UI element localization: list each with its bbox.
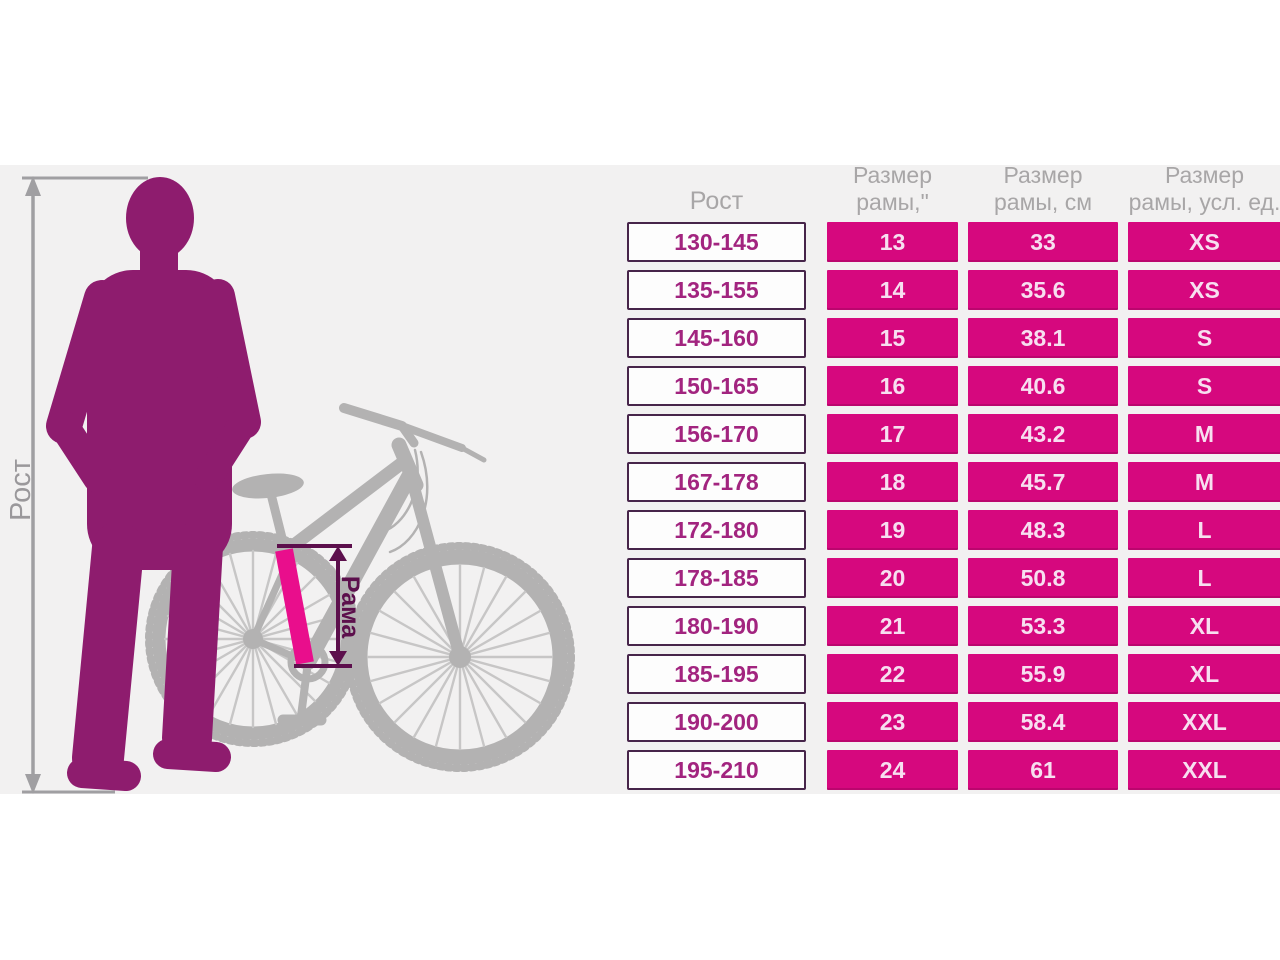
frame-size-units-cell: XS (1128, 222, 1280, 262)
table-header: Рост Размер рамы," Размер рамы, см Разме… (627, 160, 1280, 216)
header-frame-inches: Размер рамы," (852, 162, 933, 215)
frame-size-inches-cell: 15 (827, 318, 958, 358)
frame-size-inches-cell: 16 (827, 366, 958, 406)
frame-size-units-cell: L (1128, 558, 1280, 598)
header-frame-cm: Размер рамы, см (993, 162, 1093, 215)
frame-size-cm-cell: 35.6 (968, 270, 1118, 310)
height-label: Рост (5, 459, 37, 521)
header-height: Рост (627, 188, 806, 216)
frame-measure-arrow (277, 544, 352, 668)
frame-size-units-cell: XS (1128, 270, 1280, 310)
table-row: 185-195 22 55.9 XL (627, 654, 1280, 694)
height-arrow (22, 176, 148, 794)
frame-size-cm-cell: 61 (968, 750, 1118, 790)
frame-size-inches-cell: 23 (827, 702, 958, 742)
height-range-cell: 150-165 (627, 366, 806, 406)
frame-size-units-cell: XL (1128, 654, 1280, 694)
frame-size-inches-cell: 20 (827, 558, 958, 598)
height-range-cell: 185-195 (627, 654, 806, 694)
frame-size-inches-cell: 24 (827, 750, 958, 790)
saddle (232, 473, 304, 555)
frame-size-cm-cell: 45.7 (968, 462, 1118, 502)
frame-size-inches-cell: 19 (827, 510, 958, 550)
frame-size-units-cell: M (1128, 414, 1280, 454)
person-silhouette (46, 177, 261, 791)
frame-size-inches-cell: 14 (827, 270, 958, 310)
size-diagram: Рама Рост (5, 176, 575, 794)
table-row: 167-178 18 45.7 M (627, 462, 1280, 502)
height-range-cell: 190-200 (627, 702, 806, 742)
frame-size-cm-cell: 50.8 (968, 558, 1118, 598)
frame-size-cm-cell: 58.4 (968, 702, 1118, 742)
frame-label: Рама (336, 576, 364, 639)
frame-size-cm-cell: 55.9 (968, 654, 1118, 694)
table-row: 180-190 21 53.3 XL (627, 606, 1280, 646)
table-row: 135-155 14 35.6 XS (627, 270, 1280, 310)
height-range-cell: 156-170 (627, 414, 806, 454)
height-range-cell: 180-190 (627, 606, 806, 646)
frame-size-cm-cell: 33 (968, 222, 1118, 262)
height-range-cell: 167-178 (627, 462, 806, 502)
frame-size-inches-cell: 13 (827, 222, 958, 262)
table-row: 156-170 17 43.2 M (627, 414, 1280, 454)
height-range-cell: 178-185 (627, 558, 806, 598)
frame-size-cm-cell: 40.6 (968, 366, 1118, 406)
table-row: 195-210 24 61 XXL (627, 750, 1280, 790)
height-range-cell: 195-210 (627, 750, 806, 790)
frame-size-inches-cell: 18 (827, 462, 958, 502)
frame-size-cm-cell: 48.3 (968, 510, 1118, 550)
table-row: 145-160 15 38.1 S (627, 318, 1280, 358)
frame-size-inches-cell: 22 (827, 654, 958, 694)
frame-size-cm-cell: 53.3 (968, 606, 1118, 646)
height-range-cell: 172-180 (627, 510, 806, 550)
frame-size-cm-cell: 43.2 (968, 414, 1118, 454)
header-frame-units: Размер рамы, усл. ед. (1128, 162, 1280, 215)
height-range-cell: 135-155 (627, 270, 806, 310)
table-row: 150-165 16 40.6 S (627, 366, 1280, 406)
frame-size-inches-cell: 21 (827, 606, 958, 646)
frame-size-cm-cell: 38.1 (968, 318, 1118, 358)
handlebar (339, 403, 487, 554)
frame-size-units-cell: S (1128, 366, 1280, 406)
height-range-cell: 145-160 (627, 318, 806, 358)
frame-size-units-cell: M (1128, 462, 1280, 502)
frame-size-units-cell: L (1128, 510, 1280, 550)
frame-size-inches-cell: 17 (827, 414, 958, 454)
table-row: 178-185 20 50.8 L (627, 558, 1280, 598)
height-range-cell: 130-145 (627, 222, 806, 262)
frame-size-units-cell: XXL (1128, 702, 1280, 742)
table-row: 190-200 23 58.4 XXL (627, 702, 1280, 742)
header-height-label: Рост (689, 187, 744, 215)
table-row: 172-180 19 48.3 L (627, 510, 1280, 550)
table-row: 130-145 13 33 XS (627, 222, 1280, 262)
frame-size-units-cell: XL (1128, 606, 1280, 646)
frame-highlight (275, 548, 314, 665)
frame-size-units-cell: S (1128, 318, 1280, 358)
frame-size-units-cell: XXL (1128, 750, 1280, 790)
table-body: 130-145 13 33 XS 135-155 14 35.6 XS 145-160 15 38.… (627, 222, 1280, 798)
